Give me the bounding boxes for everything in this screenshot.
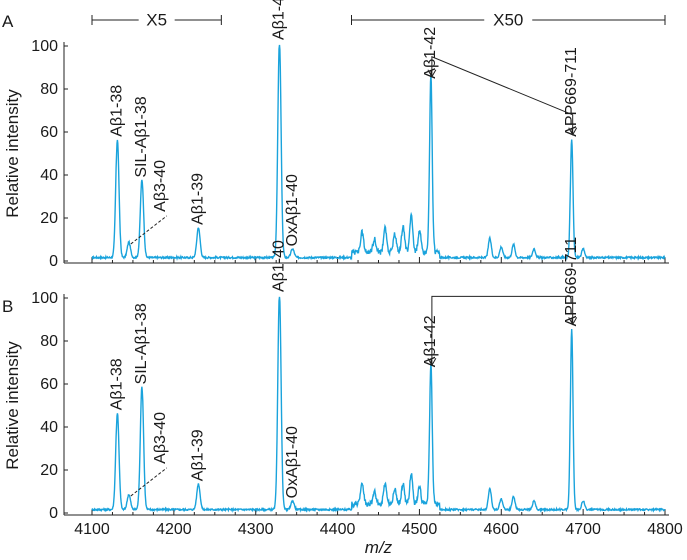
peak-label: SIL-Aβ1-38	[133, 96, 150, 177]
peak-label: Aβ1-42	[422, 27, 439, 79]
x-tick-label: 4100	[74, 521, 110, 538]
y-tick-label: 100	[31, 38, 58, 55]
arrowhead-icon	[427, 358, 437, 367]
y-axis-label: Relative intensity	[3, 341, 22, 470]
x-tick-label: 4400	[320, 521, 356, 538]
peak-label: APP669-711	[563, 237, 580, 327]
peak-label: Aβ1-38	[109, 358, 126, 410]
x-axis-label: m/z	[365, 538, 393, 557]
x-tick-label: 4800	[647, 521, 683, 538]
y-tick-label: 100	[31, 290, 58, 307]
arrowhead-icon	[427, 69, 437, 78]
y-tick-label: 0	[49, 505, 58, 522]
y-tick-label: 20	[40, 210, 58, 227]
peak-label: Aβ1-40	[271, 240, 288, 292]
panel-A: A Relative intensity 0 20 40 60 80 100 X5 X50 Aβ1-…	[2, 0, 669, 270]
y-tick-label: 0	[49, 253, 58, 270]
peak-label: APP669-711	[563, 47, 580, 137]
spectrum-trace	[91, 44, 666, 262]
peak-label: SIL-Aβ1-38	[133, 303, 150, 384]
peak-label: Aβ1-39	[190, 173, 207, 225]
spectrum-trace	[91, 296, 666, 514]
bracket-line	[431, 295, 574, 366]
peak-label: Aβ3-40	[152, 412, 169, 464]
peak-label: Aβ1-38	[109, 85, 126, 137]
peak-label: OxAβ1-40	[284, 426, 301, 498]
y-tick-label: 20	[40, 462, 58, 479]
peak-label: Aβ1-39	[190, 429, 207, 481]
y-tick-label: 80	[40, 333, 58, 350]
peak-bracket	[427, 295, 578, 367]
peak-bracket	[427, 56, 578, 136]
peak-label: Aβ1-42	[422, 315, 439, 367]
bracket-line	[431, 56, 574, 135]
x-tick-label: 4700	[565, 521, 601, 538]
panel-B: B Relative intensity 0 20 40 60 80 100 4100 4200 4…	[2, 237, 683, 557]
arrowhead-icon	[568, 127, 578, 136]
x-tick-label: 4300	[238, 521, 274, 538]
scale-marker: X50	[350, 10, 666, 29]
y-tick-label: 80	[40, 81, 58, 98]
panel-label: A	[2, 12, 14, 31]
panel-label: B	[2, 297, 13, 316]
y-tick-label: 60	[40, 376, 58, 393]
x-tick-label: 4500	[402, 521, 438, 538]
y-tick-label: 40	[40, 167, 58, 184]
scale-marker-label: X50	[493, 10, 523, 29]
y-tick-label: 40	[40, 419, 58, 436]
arrowhead-icon	[568, 317, 578, 326]
peak-label: Aβ3-40	[152, 160, 169, 212]
leader-line	[130, 215, 168, 245]
scale-marker-label: X5	[146, 10, 167, 29]
peak-label: OxAβ1-40	[284, 174, 301, 246]
y-axis-label: Relative intensity	[3, 89, 22, 218]
peak-label: Aβ1-40	[271, 0, 288, 40]
x-tick-label: 4200	[156, 521, 192, 538]
leader-line	[130, 467, 168, 497]
x-tick-label: 4600	[483, 521, 519, 538]
y-tick-label: 60	[40, 124, 58, 141]
scale-marker: X5	[91, 10, 222, 29]
